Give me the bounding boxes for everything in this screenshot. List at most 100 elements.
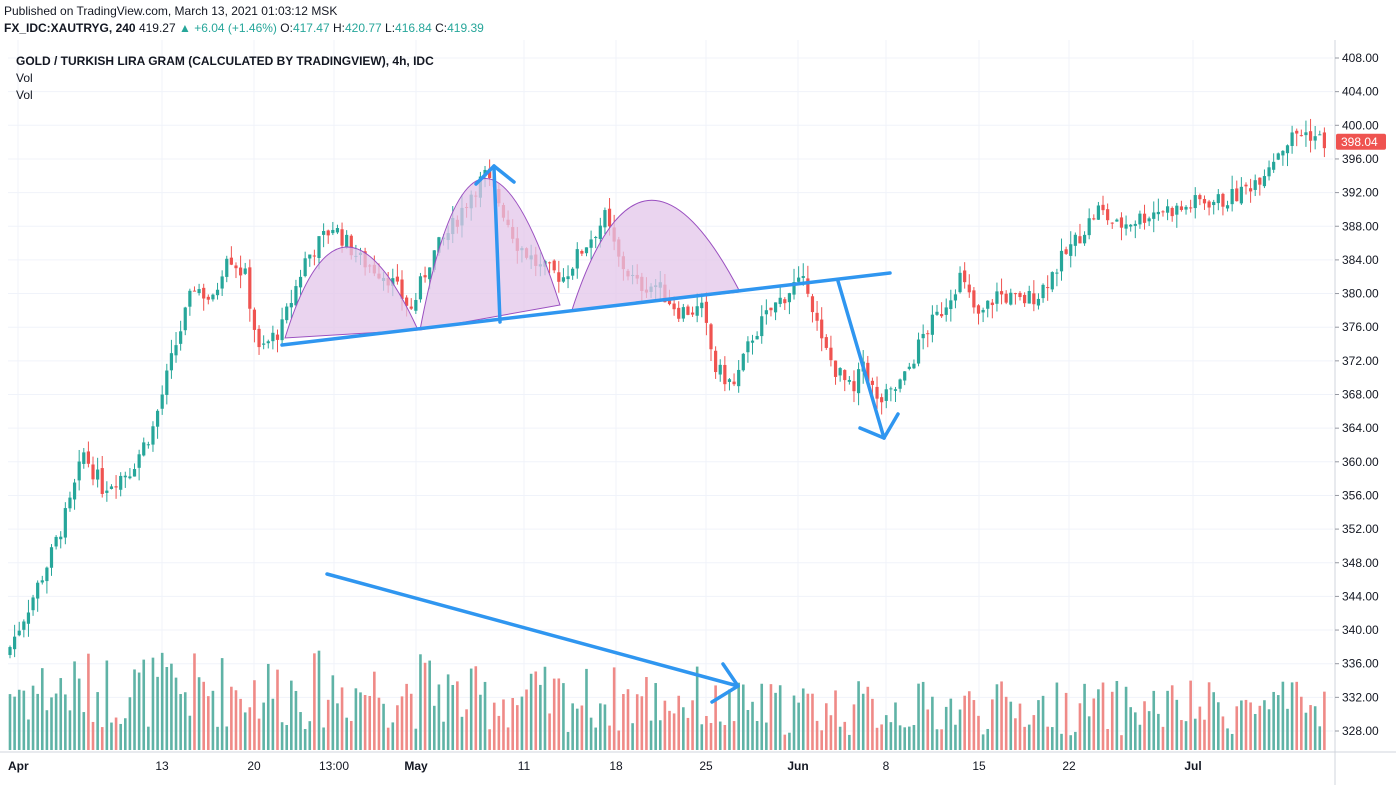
x-tick-label: Jul bbox=[1184, 759, 1201, 773]
candle-body bbox=[1133, 223, 1137, 226]
volume-bar bbox=[954, 724, 957, 750]
candle-body bbox=[1046, 287, 1050, 289]
candle-body bbox=[22, 621, 26, 630]
volume-bar bbox=[423, 662, 427, 750]
volume-bar bbox=[160, 652, 164, 750]
volume-bar bbox=[54, 693, 58, 750]
volume-bar bbox=[566, 731, 570, 750]
volume-bar bbox=[363, 695, 367, 750]
last-price: 419.27 bbox=[138, 21, 176, 35]
candle-body bbox=[45, 567, 49, 582]
candle-body bbox=[1032, 293, 1036, 305]
candle-body bbox=[750, 340, 755, 343]
volume-bar bbox=[1272, 691, 1275, 750]
volume-bar bbox=[1226, 728, 1229, 750]
volume-bar bbox=[995, 684, 999, 750]
candle-body bbox=[801, 276, 805, 278]
candle-body bbox=[1295, 130, 1299, 134]
volume-bar bbox=[516, 705, 519, 750]
volume-bar bbox=[972, 700, 976, 750]
candle-body bbox=[916, 339, 921, 364]
volume-bar bbox=[944, 706, 948, 750]
candle-body bbox=[1018, 292, 1022, 298]
volume-bar bbox=[216, 726, 219, 750]
candle-body bbox=[1225, 205, 1230, 209]
candle-body bbox=[234, 265, 238, 269]
volume-arrow-head-top bbox=[721, 662, 740, 688]
volume-bar bbox=[691, 700, 694, 750]
volume-bar bbox=[8, 694, 12, 750]
volume-bar bbox=[608, 725, 611, 750]
volume-bar bbox=[626, 689, 630, 750]
volume-legend-1[interactable]: Vol bbox=[16, 71, 33, 85]
volume-bar bbox=[894, 702, 897, 750]
volume-bar bbox=[147, 726, 150, 750]
candle-body bbox=[285, 306, 289, 321]
volume-bar bbox=[59, 678, 63, 750]
volume-bar bbox=[672, 713, 676, 750]
candle-body bbox=[1124, 224, 1128, 229]
candle-body bbox=[1106, 209, 1110, 221]
volume-bar bbox=[1069, 735, 1073, 750]
candle-body bbox=[972, 290, 976, 308]
candle-body bbox=[137, 454, 141, 468]
volume-bar bbox=[603, 704, 607, 750]
candle-body bbox=[1318, 134, 1322, 136]
volume-bar bbox=[428, 660, 431, 750]
volume-bar bbox=[1235, 706, 1239, 750]
volume-bar bbox=[220, 658, 224, 750]
volume-bar bbox=[1170, 685, 1174, 750]
volume-bar bbox=[322, 727, 325, 750]
volume-bar bbox=[502, 699, 505, 750]
candle-body bbox=[220, 276, 224, 289]
y-tick-label: 328.00 bbox=[1342, 724, 1379, 738]
x-tick-label: Apr bbox=[8, 759, 29, 773]
volume-bar bbox=[921, 681, 925, 750]
volume-bar bbox=[705, 716, 708, 750]
candle-body bbox=[49, 547, 54, 568]
volume-bar bbox=[585, 668, 588, 750]
chart-title[interactable]: GOLD / TURKISH LIRA GRAM (CALCULATED BY … bbox=[16, 54, 434, 68]
volume-bar bbox=[1143, 701, 1146, 750]
volume-bar bbox=[368, 695, 372, 750]
volume-bar bbox=[811, 693, 814, 750]
volume-legend-2[interactable]: Vol bbox=[16, 88, 33, 102]
volume-bar bbox=[243, 712, 247, 750]
neckline bbox=[280, 271, 892, 347]
candle-body bbox=[86, 451, 91, 464]
volume-bar bbox=[17, 689, 21, 750]
volume-bar bbox=[82, 712, 86, 750]
volume-bar bbox=[225, 726, 229, 750]
candle-body bbox=[769, 307, 773, 311]
x-tick-label: 20 bbox=[247, 759, 261, 773]
volume-bar bbox=[1101, 682, 1105, 750]
candle-body bbox=[1041, 284, 1045, 299]
candle-body bbox=[921, 333, 925, 339]
volume-bar bbox=[1161, 726, 1165, 750]
volume-bar bbox=[534, 671, 538, 750]
candle-body bbox=[1230, 188, 1234, 205]
candle-body bbox=[824, 337, 828, 348]
volume-bar bbox=[792, 695, 796, 750]
volume-bar bbox=[442, 721, 445, 750]
volume-bar bbox=[432, 705, 436, 750]
volume-bar bbox=[345, 717, 348, 750]
volume-bar bbox=[1124, 686, 1128, 750]
volume-bar bbox=[525, 689, 528, 750]
volume-bar bbox=[1083, 683, 1086, 750]
volume-bar bbox=[1300, 696, 1303, 750]
candle-body bbox=[580, 251, 584, 254]
candle-body bbox=[169, 353, 174, 371]
volume-bar bbox=[788, 732, 791, 750]
volume-bar bbox=[769, 684, 773, 750]
candle-body bbox=[1078, 236, 1082, 244]
candle-body bbox=[229, 257, 233, 265]
volume-bar bbox=[571, 703, 574, 750]
volume-arrow-head-bottom bbox=[710, 684, 740, 704]
candle-body bbox=[1152, 212, 1156, 219]
candle-body bbox=[1170, 207, 1174, 217]
volume-bar bbox=[714, 685, 717, 750]
candle-body bbox=[1138, 213, 1142, 225]
candle-body bbox=[571, 268, 575, 276]
